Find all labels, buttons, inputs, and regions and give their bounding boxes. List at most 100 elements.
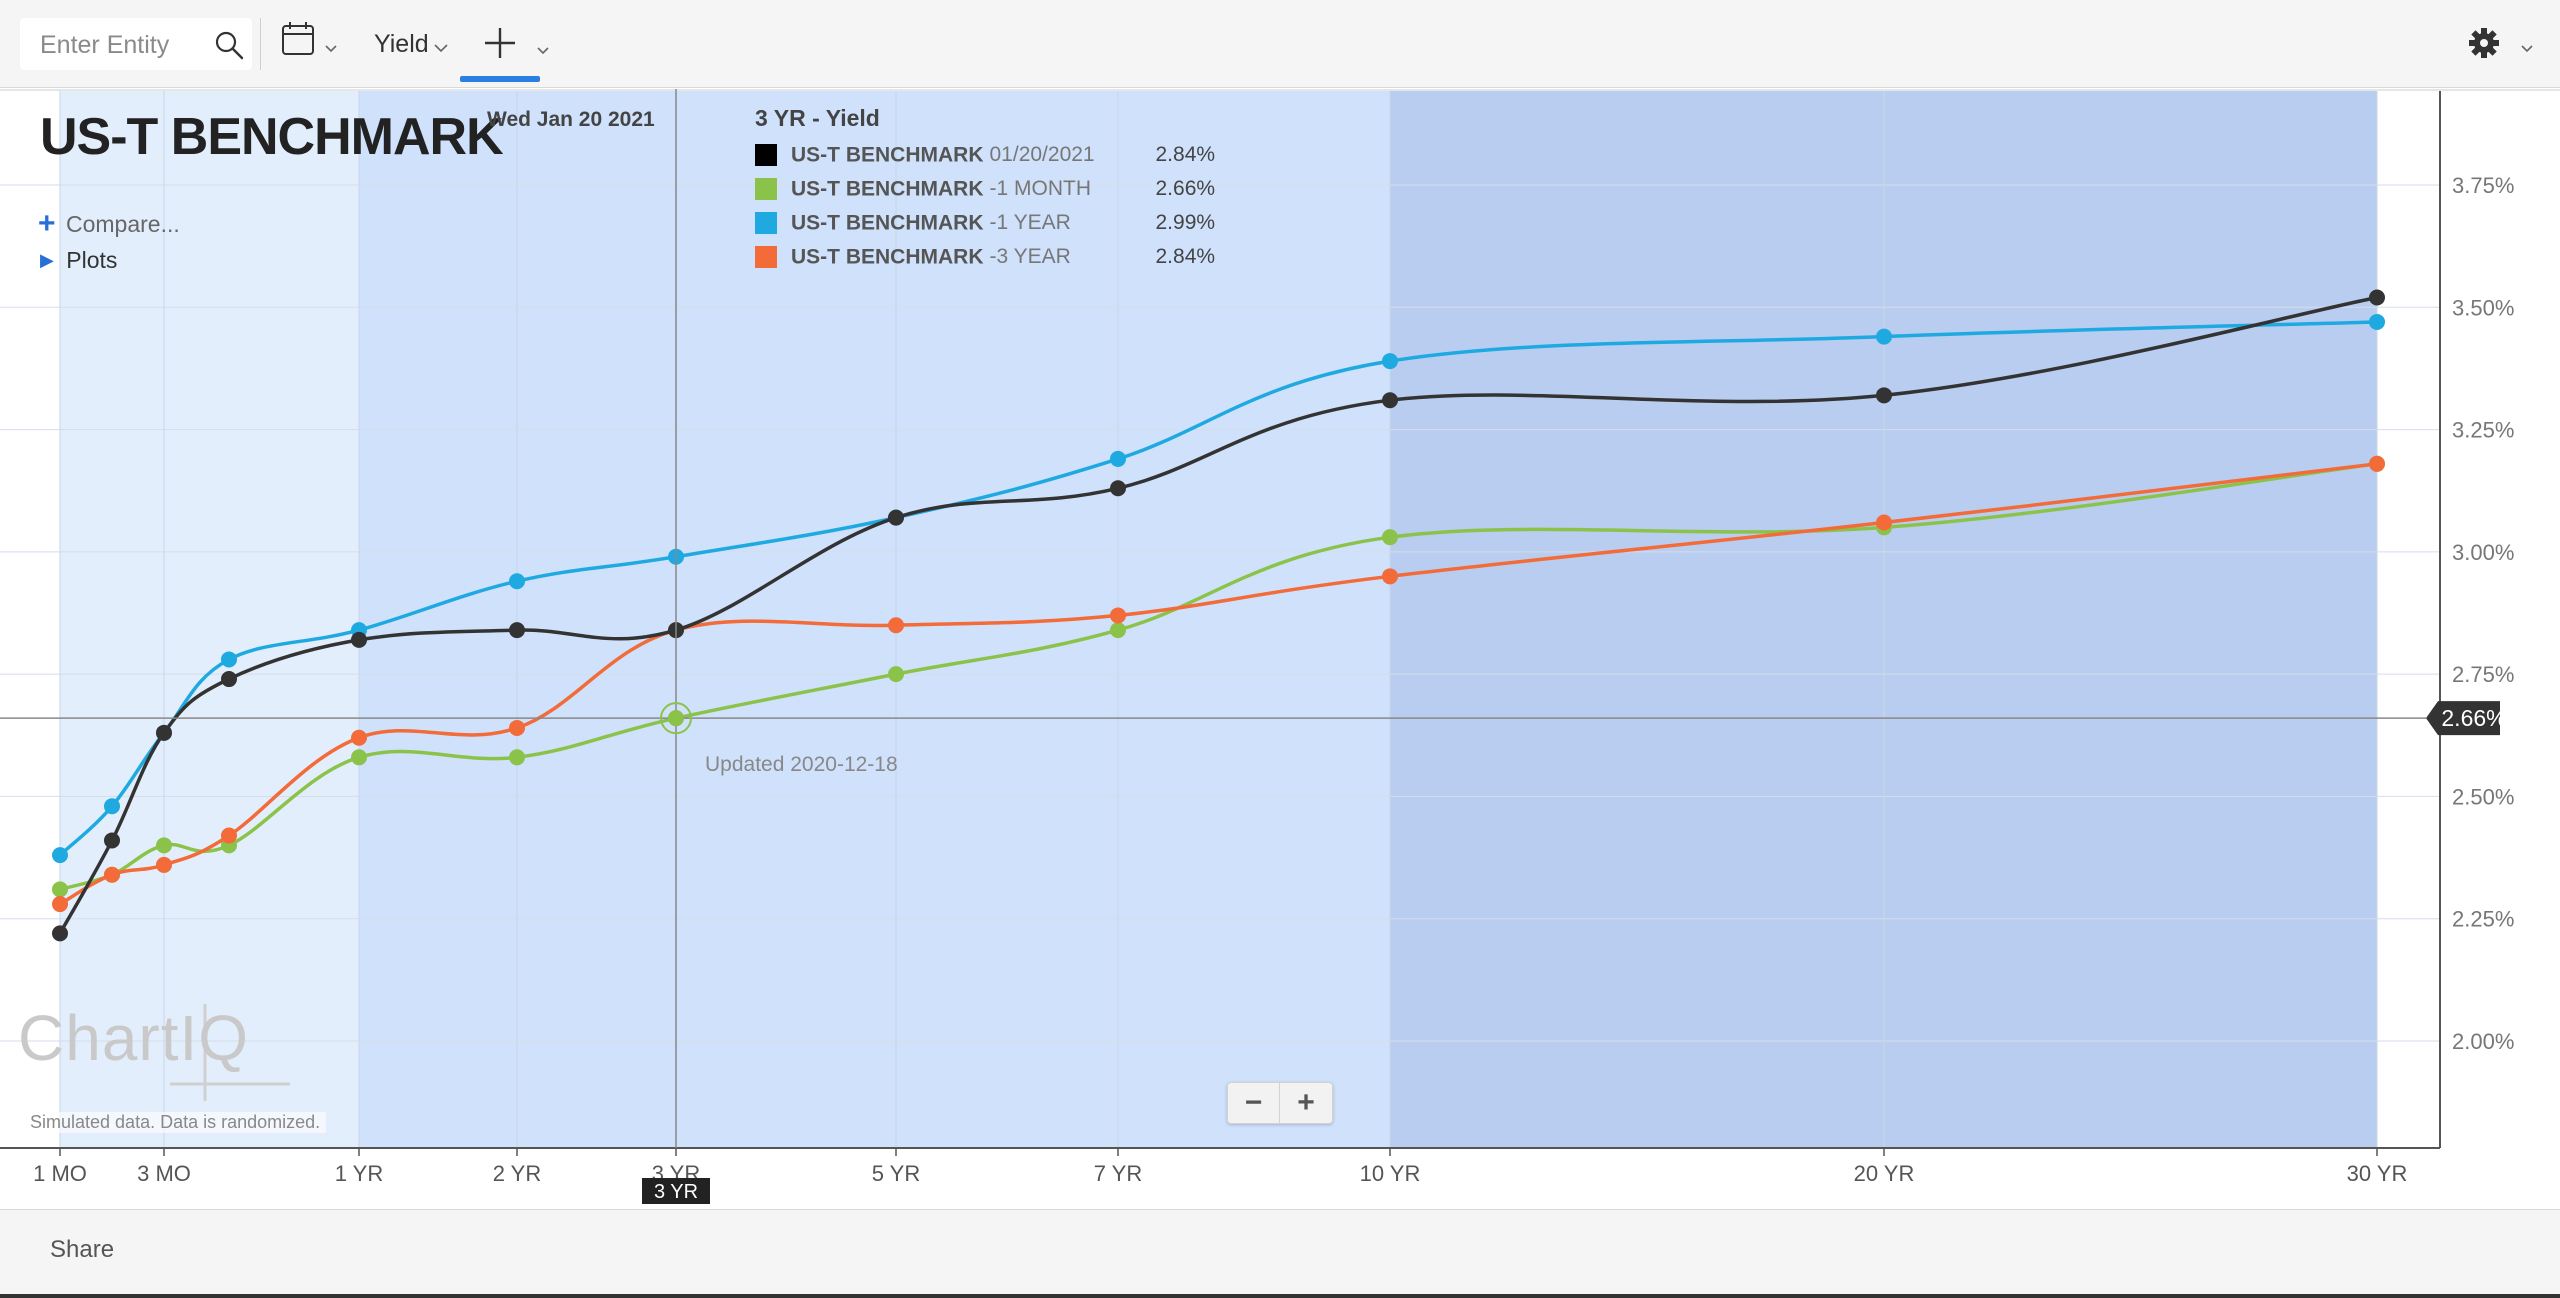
data-point (888, 666, 904, 683)
chart-title: US-T BENCHMARK (40, 108, 504, 166)
legend-item[interactable]: US-T BENCHMARK -1 MONTH 2.66% (755, 172, 1215, 206)
data-point (351, 631, 367, 648)
data-point (1110, 450, 1126, 467)
data-point (1876, 387, 1892, 404)
legend-swatch (755, 246, 777, 269)
yield-curve-chart[interactable]: 3.75% 3.50% 3.25% 3.00% 2.75% 2.50% 2.25% 2.00%… (0, 89, 2560, 1209)
legend-series-suffix: -3 YEAR (989, 245, 1071, 269)
data-point (104, 832, 120, 849)
data-point (1110, 622, 1126, 639)
data-point (156, 837, 172, 854)
legend-swatch (755, 212, 777, 235)
active-tab-indicator (460, 76, 540, 82)
chevron-down-icon (434, 44, 448, 53)
add-study-button[interactable] (460, 10, 556, 80)
chart-area[interactable]: 3.75% 3.50% 3.25% 3.00% 2.75% 2.50% 2.25% 2.00%… (0, 89, 2560, 1209)
x-tick-label: 2 YR (493, 1161, 542, 1186)
crosshair-x-label: 3 YR (654, 1181, 698, 1203)
data-point (156, 856, 172, 873)
plus-icon (485, 28, 549, 58)
x-tick-label: 1 YR (335, 1161, 384, 1186)
calendar-icon (282, 22, 337, 55)
x-tick-label: 10 YR (1360, 1161, 1421, 1186)
chart-top-border (0, 89, 2560, 91)
triangle-right-icon: ▶ (40, 250, 54, 270)
simulated-data-note: Simulated data. Data is randomized. (24, 1112, 327, 1133)
data-point (1382, 529, 1398, 546)
legend-series-name: US-T BENCHMARK (791, 211, 984, 235)
compare-label: Compare... (65, 210, 180, 237)
plus-icon: + (38, 207, 56, 240)
data-point (104, 798, 120, 815)
data-point (221, 827, 237, 844)
data-point (351, 729, 367, 746)
series-line (58, 320, 2378, 857)
data-point (104, 866, 120, 883)
chart-date: Wed Jan 20 2021 (487, 108, 655, 131)
data-point (1382, 353, 1398, 370)
legend-series-value: 2.84% (1155, 143, 1216, 167)
band-short (60, 89, 359, 1148)
crosshair-y-label: 2.66% (2441, 705, 2506, 731)
data-point (52, 896, 68, 913)
x-tick-label: 5 YR (872, 1161, 921, 1186)
data-point (509, 749, 525, 766)
data-point (1110, 607, 1126, 624)
search-icon[interactable] (214, 30, 244, 60)
x-tick-label: 3 MO (137, 1161, 191, 1186)
legend-swatch (755, 144, 777, 167)
data-point (351, 749, 367, 766)
settings-button[interactable] (2460, 18, 2540, 70)
legend-series-name: US-T BENCHMARK (791, 143, 984, 167)
toolbar: Yield (0, 0, 2560, 88)
legend-series-value: 2.66% (1155, 177, 1216, 201)
footer: Share (0, 1209, 2560, 1298)
y-tick-label: 2.00% (2452, 1029, 2514, 1054)
data-point (1876, 328, 1892, 345)
legend-item[interactable]: US-T BENCHMARK 01/20/2021 2.84% (755, 138, 1215, 172)
x-tick-label: 20 YR (1854, 1161, 1915, 1186)
band-right-margin (2377, 89, 2440, 1148)
zoom-controls: − + (1227, 1082, 1333, 1124)
plots-label: Plots (66, 247, 118, 273)
y-tick-label: 2.25% (2452, 907, 2514, 932)
search-box (20, 18, 252, 70)
yield-dropdown[interactable]: Yield (368, 18, 464, 70)
data-point (52, 847, 68, 864)
gear-icon (2469, 28, 2533, 58)
share-button[interactable]: Share (50, 1236, 115, 1263)
data-point (221, 671, 237, 688)
y-tick-label: 2.50% (2452, 784, 2514, 809)
band-mid (359, 89, 1390, 1148)
zoom-out-button[interactable]: − (1228, 1083, 1280, 1123)
crosshair-ring (660, 702, 692, 735)
calendar-button[interactable] (278, 18, 350, 70)
search-input[interactable] (38, 26, 202, 64)
data-point (2369, 455, 2385, 472)
data-point (1876, 514, 1892, 531)
legend-item[interactable]: US-T BENCHMARK -1 YEAR 2.99% (755, 206, 1215, 240)
data-point (509, 573, 525, 590)
toolbar-divider (260, 18, 261, 70)
legend-series-name: US-T BENCHMARK (791, 245, 984, 269)
yield-dropdown-label: Yield (374, 30, 429, 58)
data-point (156, 724, 172, 741)
x-tick-label: 7 YR (1094, 1161, 1143, 1186)
zoom-in-button[interactable]: + (1297, 1086, 1315, 1119)
x-tick-label: 1 MO (33, 1161, 87, 1186)
data-point (1382, 392, 1398, 409)
updated-note: Updated 2020-12-18 (705, 753, 898, 776)
data-point (2369, 313, 2385, 330)
crosshair-point (668, 710, 684, 727)
crosshair-y-label-bg (2426, 701, 2500, 736)
chartiq-logo: ChartIQ (18, 1002, 250, 1074)
legend-title: 3 YR - Yield (755, 105, 880, 131)
compare-button[interactable]: + Compare... (38, 207, 180, 241)
legend-item[interactable]: US-T BENCHMARK -3 YEAR 2.84% (755, 240, 1215, 274)
data-point (52, 881, 68, 898)
plots-toggle[interactable]: ▶ Plots (40, 247, 117, 274)
data-point (1382, 568, 1398, 585)
legend-series-suffix: -1 MONTH (989, 177, 1092, 201)
crosshair-x-label-bg (642, 1178, 710, 1204)
data-point (1110, 480, 1126, 497)
